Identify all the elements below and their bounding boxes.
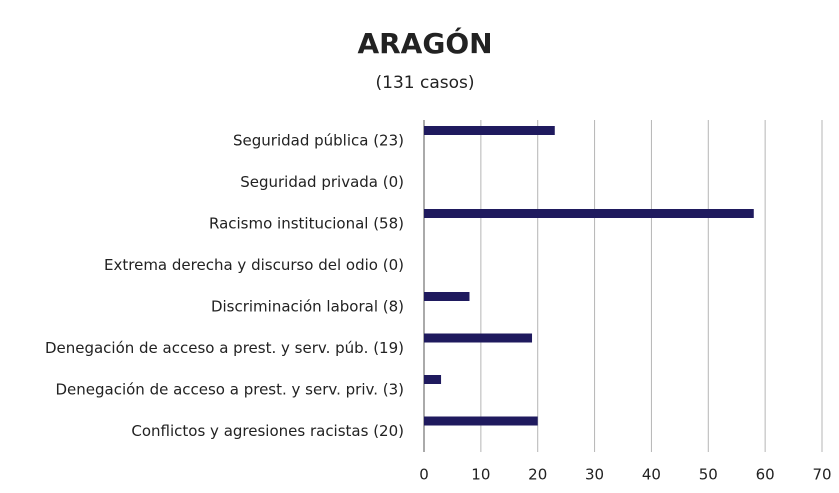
chart-subtitle: (131 casos): [376, 73, 475, 93]
bar: [424, 375, 442, 384]
bar: [424, 416, 538, 426]
y-tick-label: Seguridad pública (23): [233, 132, 404, 150]
bar: [424, 292, 470, 301]
y-tick-label: Discriminación laboral (8): [211, 298, 404, 316]
y-tick-label: Seguridad privada (0): [240, 173, 404, 191]
y-tick-label: Denegación de acceso a prest. y serv. pr…: [55, 381, 404, 399]
y-tick-label: Extrema derecha y discurso del odio (0): [104, 256, 404, 274]
x-tick-label: 50: [699, 466, 718, 484]
y-tick-label: Denegación de acceso a prest. y serv. pú…: [45, 339, 404, 357]
x-tick-label: 20: [528, 466, 547, 484]
bar: [424, 333, 533, 343]
x-tick-label: 0: [419, 466, 429, 484]
y-tick-label: Conflictos y agresiones racistas (20): [131, 422, 404, 440]
y-tick-label: Racismo institucional (58): [209, 215, 404, 233]
chart-title: ARAGÓN: [357, 26, 492, 60]
x-tick-label: 30: [585, 466, 604, 484]
x-tick-label: 70: [812, 466, 831, 484]
bar: [424, 126, 555, 135]
x-tick-label: 10: [471, 466, 490, 484]
x-tick-label: 60: [756, 466, 775, 484]
x-tick-label: 40: [642, 466, 661, 484]
bar: [424, 209, 754, 218]
